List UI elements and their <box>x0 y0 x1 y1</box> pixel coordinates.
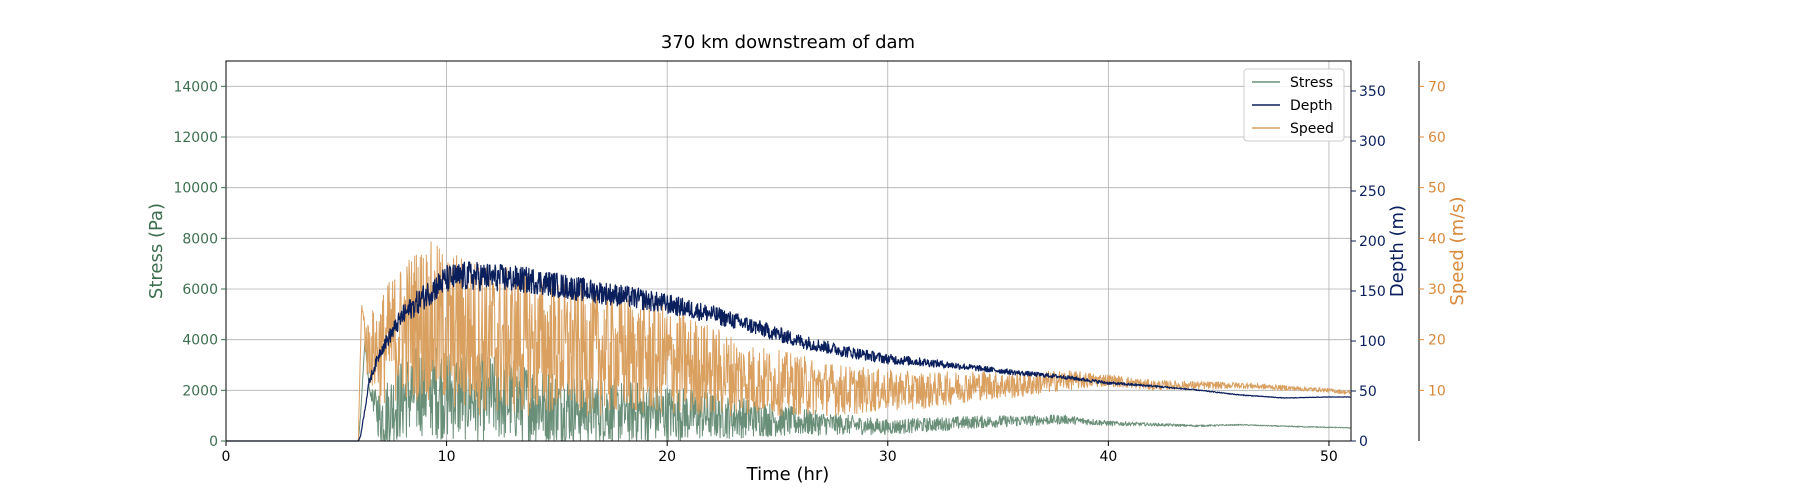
speed-tick-label: 30 <box>1428 282 1446 298</box>
x-tick-label: 10 <box>438 449 456 465</box>
depth-tick-label: 350 <box>1359 84 1386 100</box>
stress-tick-label: 6000 <box>182 282 218 298</box>
x-tick-label: 40 <box>1099 449 1117 465</box>
depth-tick-label: 300 <box>1359 134 1386 150</box>
x-tick-label: 0 <box>222 449 231 465</box>
legend-label-stress: Stress <box>1290 75 1333 91</box>
stress-axis-label: Stress (Pa) <box>146 203 167 299</box>
legend-label-speed: Speed <box>1290 121 1334 137</box>
plot-frame <box>225 60 1352 442</box>
depth-tick-label: 200 <box>1359 234 1386 250</box>
depth-axis-label: Depth (m) <box>1387 205 1408 297</box>
stress-tick-label: 2000 <box>182 383 218 399</box>
x-tick-label: 20 <box>658 449 676 465</box>
stress-tick-label: 0 <box>209 434 218 450</box>
speed-axis-label: Speed (m/s) <box>1447 196 1468 305</box>
depth-tick-label: 50 <box>1359 384 1377 400</box>
speed-tick-label: 20 <box>1428 333 1446 349</box>
speed-tick-label: 50 <box>1428 181 1446 197</box>
x-axis-label: Time (hr) <box>746 464 830 485</box>
depth-tick-label: 0 <box>1359 434 1368 450</box>
stress-tick-label: 10000 <box>173 181 218 197</box>
series-depth-line <box>225 261 1352 442</box>
depth-tick-label: 250 <box>1359 184 1386 200</box>
x-tick-label: 50 <box>1320 449 1338 465</box>
speed-tick-label: 70 <box>1428 79 1446 95</box>
legend-label-depth: Depth <box>1290 98 1333 114</box>
speed-tick-label: 10 <box>1428 383 1446 399</box>
legend: Stress Depth Speed <box>1243 68 1345 142</box>
stress-tick-label: 8000 <box>182 231 218 247</box>
chart-title: 370 km downstream of dam <box>661 32 915 53</box>
axes-layer: 0 10 20 30 40 5002000400060008000100001200014… <box>146 60 1468 465</box>
stress-tick-label: 4000 <box>182 333 218 349</box>
depth-tick-label: 100 <box>1359 334 1386 350</box>
legend-box <box>1243 68 1345 142</box>
stress-tick-label: 12000 <box>173 130 218 146</box>
stress-tick-label: 14000 <box>173 79 218 95</box>
speed-tick-label: 60 <box>1428 130 1446 146</box>
series-speed-line <box>225 241 1352 442</box>
x-tick-label: 30 <box>879 449 897 465</box>
series-layer <box>225 241 1352 442</box>
speed-tick-label: 40 <box>1428 231 1446 247</box>
depth-tick-label: 150 <box>1359 284 1386 300</box>
series-stress-line <box>225 340 1352 442</box>
